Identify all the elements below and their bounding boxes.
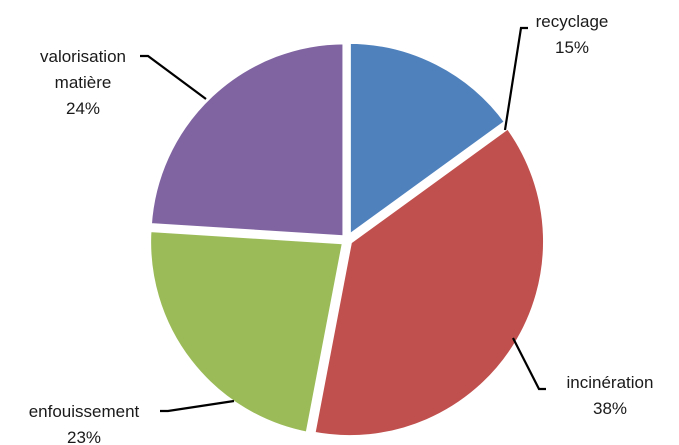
pie-slice-enfouissement: [146, 226, 348, 438]
slice-value-label: 23%: [67, 428, 101, 445]
leader-line: [160, 399, 235, 413]
leader-line: [512, 337, 546, 391]
slice-value-label: 24%: [66, 99, 100, 118]
slice-label: incinération: [567, 373, 654, 392]
slice-label: matière: [55, 73, 112, 92]
leader-line: [140, 54, 207, 100]
slice-label: recyclage: [536, 12, 609, 31]
leader-line: [503, 26, 528, 131]
slice-value-label: 38%: [593, 399, 627, 418]
pie-slice-incineration: [309, 122, 549, 441]
slice-label: enfouissement: [29, 402, 140, 421]
pie-slice-recyclage: [345, 38, 511, 243]
data-labels: recyclage 15% incinération 38% enfouissement…: [29, 12, 654, 445]
slice-value-label: 15%: [555, 38, 589, 57]
pie-slice-valorisation-matiere: [146, 39, 348, 241]
leader-lines: [140, 26, 546, 413]
slice-label: valorisation: [40, 47, 126, 66]
pie-slices: [146, 38, 549, 441]
